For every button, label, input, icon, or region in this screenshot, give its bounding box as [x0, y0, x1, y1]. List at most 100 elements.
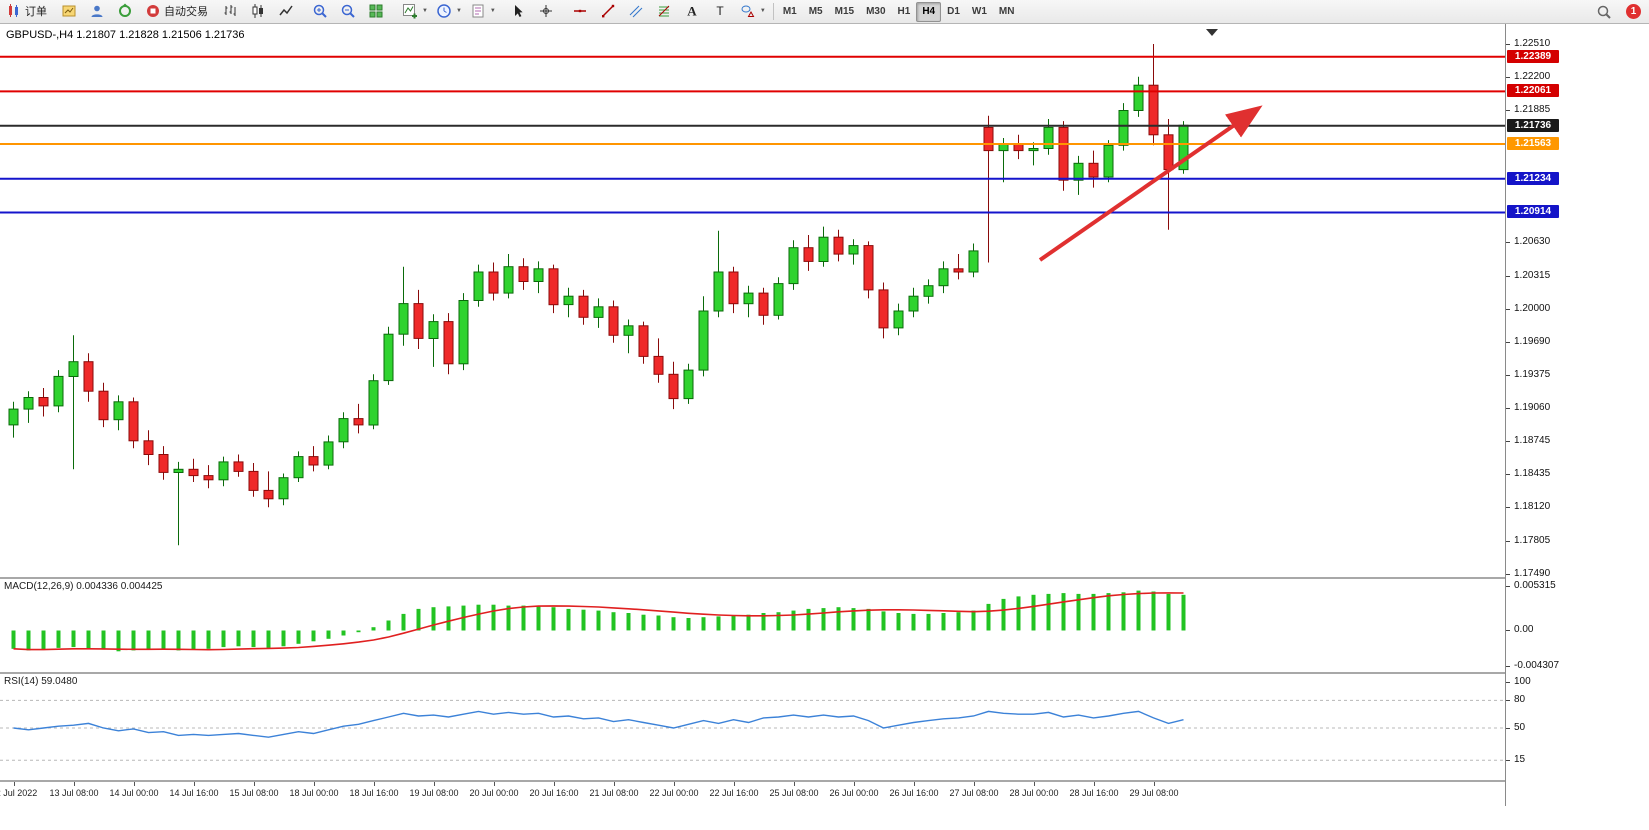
macd-histogram-bar — [506, 605, 511, 631]
macd-histogram-bar — [236, 630, 241, 647]
shapes-button[interactable]: ▼ — [736, 0, 770, 22]
fibo-button[interactable] — [652, 0, 680, 22]
cursor-icon — [514, 4, 523, 17]
price-axis[interactable]: 1.22510 1.22200 1.21885 1.20630 1.20315 1.200… — [1505, 24, 1649, 806]
candle-body — [203, 475, 214, 481]
macd-axis-tick — [1506, 630, 1510, 631]
zoom-in-button[interactable] — [308, 0, 336, 22]
timeframe-button-m30[interactable]: M30 — [866, 6, 886, 18]
timeframe-button-m5[interactable]: M5 — [808, 6, 823, 18]
search-button[interactable] — [1592, 1, 1620, 23]
timeframe-button-m1[interactable]: M1 — [782, 6, 797, 18]
time-axis-tick — [1154, 782, 1155, 786]
macd-histogram-bar — [491, 604, 496, 631]
tile-windows-button[interactable] — [364, 0, 392, 22]
time-axis-label: 19 Jul 08:00 — [409, 788, 459, 798]
time-axis-label: 28 Jul 16:00 — [1069, 788, 1119, 798]
price-badge: 1.21736 — [1507, 119, 1559, 132]
new-order-button[interactable]: 订单 — [2, 0, 51, 22]
macd-histogram-bar — [776, 612, 781, 631]
trend-arrow[interactable] — [1038, 105, 1263, 262]
candle-body — [8, 408, 19, 426]
candle-body — [233, 461, 244, 472]
macd-histogram-bar — [971, 610, 976, 631]
macd-histogram-bar — [221, 630, 226, 648]
price-chart-pane[interactable]: GBPUSD-,H4 1.21807 1.21828 1.21506 1.217… — [0, 24, 1505, 577]
price-axis-label: 1.21885 — [1514, 104, 1551, 115]
timeframe-button-mn[interactable]: MN — [998, 6, 1015, 18]
macd-histogram-bar — [266, 630, 271, 648]
channel-button[interactable] — [624, 0, 652, 22]
chart-shift-marker[interactable] — [1206, 29, 1218, 36]
hline-button[interactable] — [568, 0, 596, 22]
macd-histogram-bar — [611, 612, 616, 631]
price-badge: 1.22389 — [1507, 50, 1559, 63]
cursor-button[interactable] — [506, 0, 534, 22]
rsi-pane[interactable]: RSI(14) 59.0480 — [0, 674, 1505, 780]
macd-histogram-bar — [1001, 598, 1006, 631]
trendline-button[interactable] — [596, 0, 624, 22]
time-axis-tick — [374, 782, 375, 786]
macd-histogram-bar — [311, 630, 316, 642]
time-axis-label: 21 Jul 08:00 — [589, 788, 639, 798]
time-axis[interactable]: 12 Jul 2022 13 Jul 08:00 14 Jul 00:00 14 Ju… — [0, 782, 1505, 806]
price-axis-label: 1.17490 — [1514, 568, 1551, 579]
pane-separator[interactable] — [0, 577, 1649, 579]
time-axis-label: 14 Jul 16:00 — [169, 788, 219, 798]
time-axis-tick — [314, 782, 315, 786]
macd-axis-tick — [1506, 666, 1510, 667]
pane-separator[interactable] — [0, 780, 1649, 782]
profile-button[interactable] — [85, 0, 113, 22]
indicators-icon — [403, 3, 417, 18]
candle-body — [833, 236, 844, 255]
macd-histogram-bar — [911, 613, 916, 631]
candlestick-button[interactable] — [246, 0, 274, 22]
notifications-badge[interactable]: 1 — [1626, 4, 1641, 19]
chart-title: GBPUSD-,H4 1.21807 1.21828 1.21506 1.217… — [6, 29, 245, 41]
crosshair-button[interactable] — [534, 0, 562, 22]
macd-histogram-bar — [986, 603, 991, 631]
rsi-chart[interactable] — [0, 674, 1505, 780]
macd-axis-label: 0.005315 — [1514, 580, 1556, 591]
pane-separator[interactable] — [0, 672, 1649, 674]
macd-histogram-bar — [866, 608, 871, 631]
macd-histogram-bar — [1181, 594, 1186, 631]
rsi-axis-tick — [1506, 760, 1510, 761]
autotrading-button[interactable]: 自动交易 — [141, 0, 212, 22]
macd-histogram-bar — [341, 630, 346, 636]
candlestick-chart[interactable] — [0, 24, 1505, 577]
timeframe-button-h1[interactable]: H1 — [897, 6, 911, 18]
line-chart-button[interactable] — [274, 0, 302, 22]
timeframe-button-d1[interactable]: D1 — [947, 6, 960, 18]
market-watch-button[interactable] — [113, 0, 141, 22]
timeframe-button-m15[interactable]: M15 — [834, 6, 855, 18]
macd-chart[interactable] — [0, 579, 1505, 672]
indicators-button[interactable]: ▼ — [398, 0, 432, 22]
fibo-icon — [658, 5, 670, 16]
svg-text:A: A — [687, 3, 697, 18]
label-button[interactable]: T — [708, 0, 736, 22]
text-button[interactable]: A — [680, 0, 708, 22]
timeframe-button-w1[interactable]: W1 — [971, 6, 987, 18]
timeframe-button-h4[interactable]: H4 — [916, 1, 942, 22]
periods-button[interactable]: ▼ — [432, 0, 466, 22]
candle-body — [248, 470, 259, 491]
macd-histogram-bar — [401, 613, 406, 631]
rsi-axis-tick — [1506, 728, 1510, 729]
macd-histogram-bar — [761, 613, 766, 631]
bar-chart-button[interactable] — [218, 0, 246, 22]
price-axis-tick — [1506, 110, 1510, 111]
macd-histogram-bar — [566, 608, 571, 631]
zoom-out-button[interactable] — [336, 0, 364, 22]
macd-pane[interactable]: MACD(12,26,9) 0.004336 0.004425 — [0, 579, 1505, 672]
macd-histogram-bar — [656, 615, 661, 631]
price-axis-tick — [1506, 574, 1510, 575]
macd-histogram-bar — [416, 608, 421, 631]
charts-button[interactable] — [57, 0, 85, 22]
price-axis-tick — [1506, 44, 1510, 45]
candle-body — [953, 268, 964, 273]
templates-button[interactable]: ▼ — [466, 0, 500, 22]
price-axis-tick — [1506, 375, 1510, 376]
price-axis-label: 1.20630 — [1514, 236, 1551, 247]
candle-body — [563, 295, 574, 306]
